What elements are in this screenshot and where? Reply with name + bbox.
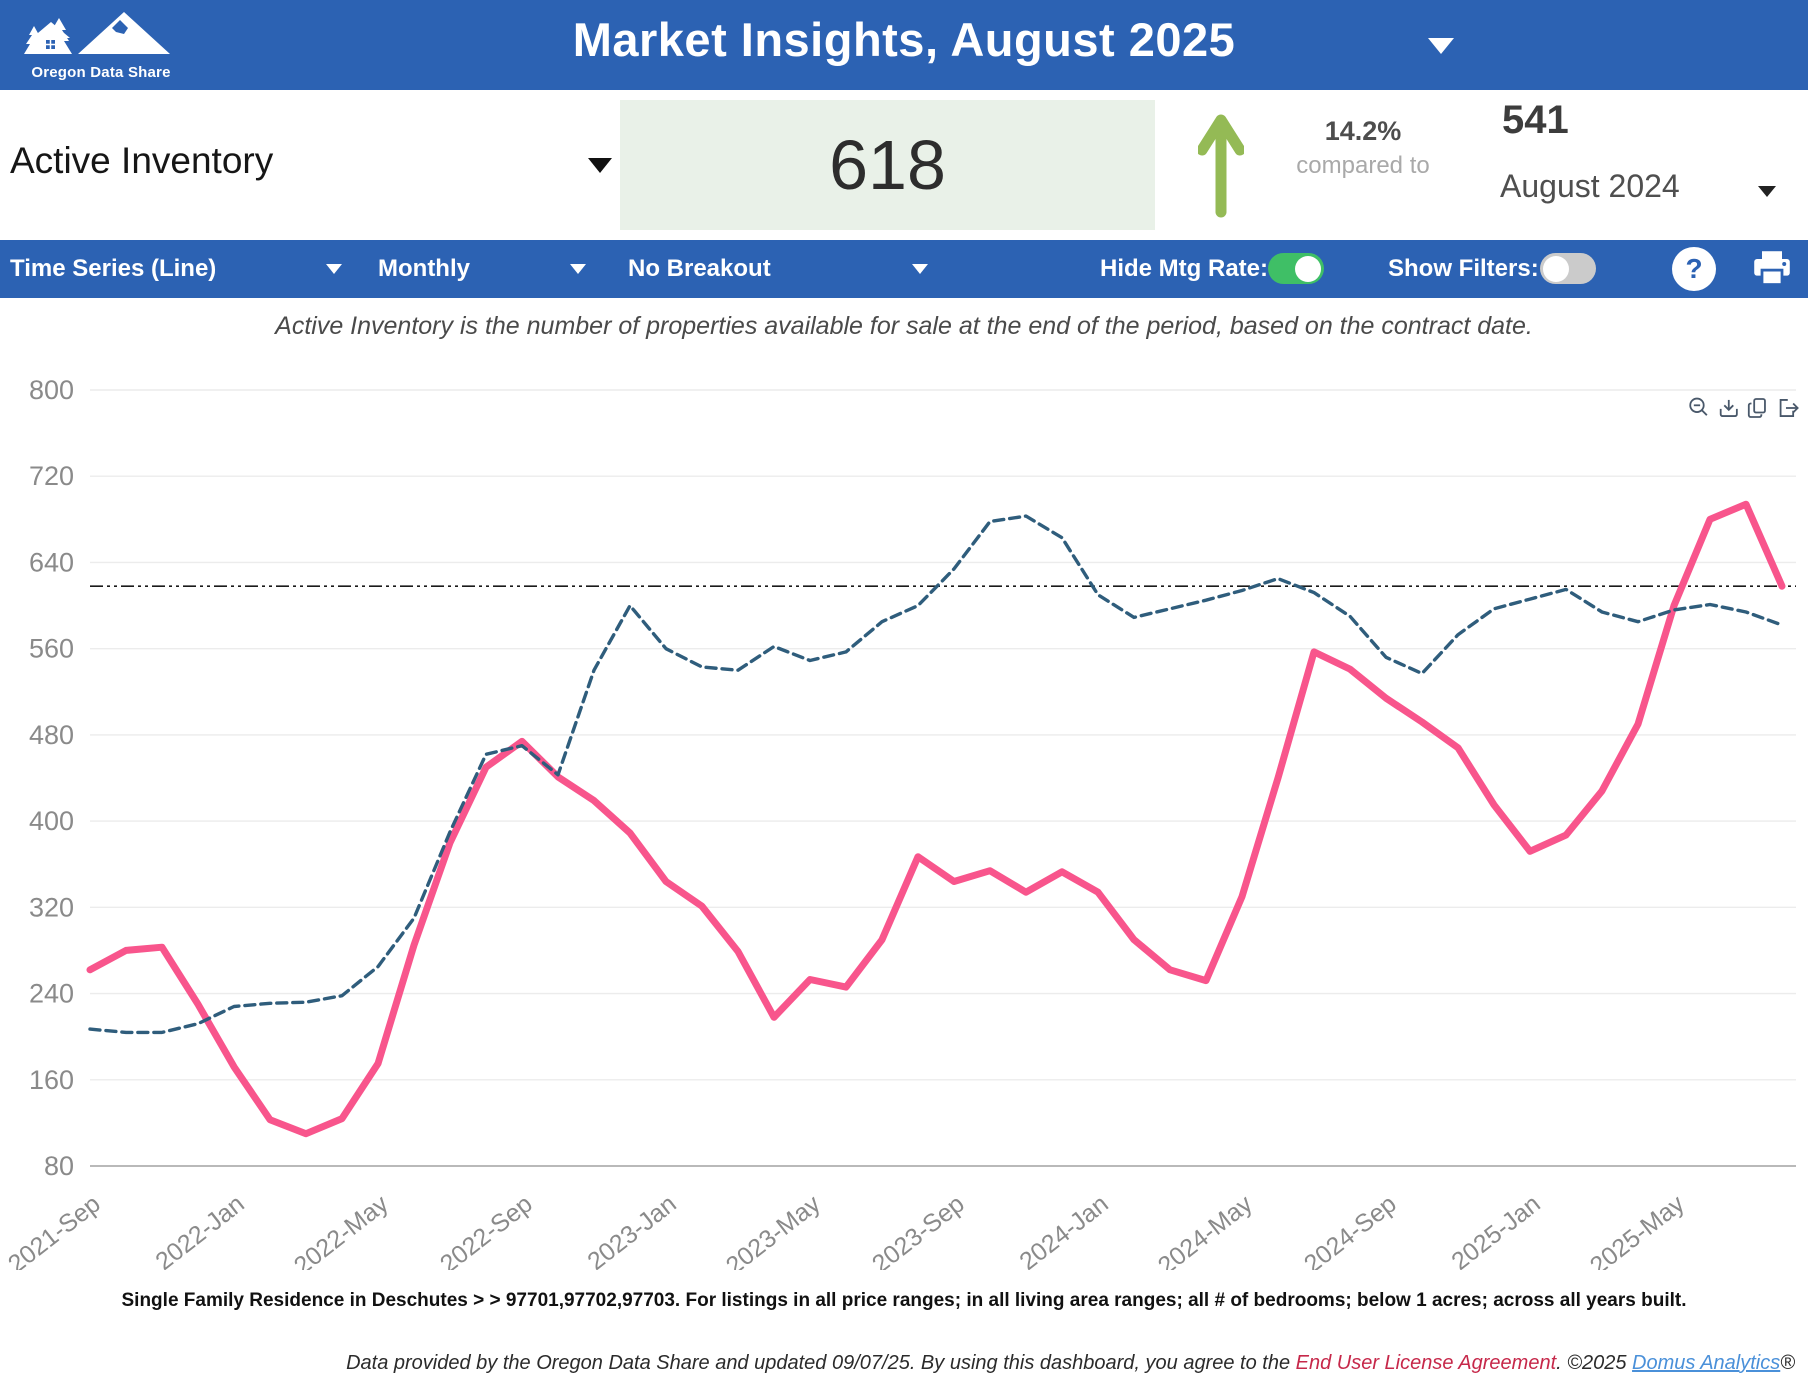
attribution-mid: . ©2025 <box>1556 1352 1633 1374</box>
metric-dropdown-caret-icon <box>588 158 612 173</box>
kpi-value-box: 618 <box>620 100 1155 230</box>
attribution-text: Data provided by the Oregon Data Share a… <box>346 1352 1296 1374</box>
kpi-row: Active Inventory 618 14.2% compared to 5… <box>0 90 1808 240</box>
metric-dropdown[interactable]: Active Inventory <box>10 118 612 210</box>
y-axis-tick-label: 240 <box>29 979 74 1009</box>
breakout-dropdown[interactable]: No Breakout <box>628 255 771 282</box>
chart-description: Active Inventory is the number of proper… <box>275 312 1533 340</box>
y-axis-tick-label: 480 <box>29 720 74 750</box>
download-icon[interactable] <box>1718 395 1740 421</box>
registered-mark: ® <box>1780 1352 1795 1374</box>
compare-dropdown-caret-icon <box>1758 186 1776 197</box>
up-arrow-icon <box>1198 114 1244 218</box>
frequency-dropdown[interactable]: Monthly <box>378 255 470 282</box>
x-axis-tick-label: 2022-Jan <box>150 1190 249 1270</box>
hide-mtg-rate-toggle[interactable] <box>1268 253 1324 284</box>
x-axis-tick-label: 2025-May <box>1585 1189 1690 1270</box>
x-axis-tick-label: 2024-Sep <box>1299 1190 1402 1270</box>
compare-period-label: August 2024 <box>1500 168 1680 204</box>
x-axis-tick-label: 2024-Jan <box>1014 1190 1113 1270</box>
chart-type-caret-icon[interactable] <box>326 264 342 274</box>
y-axis-tick-label: 160 <box>29 1065 74 1095</box>
header-bar: Oregon Data Share Market Insights, Augus… <box>0 0 1808 90</box>
logo-text: Oregon Data Share <box>31 64 171 81</box>
series-active-inventory <box>86 500 1786 1138</box>
help-button[interactable]: ? <box>1672 247 1716 291</box>
chart-icon-bar <box>1688 395 1800 423</box>
print-button-icon[interactable] <box>1752 250 1792 288</box>
y-axis-tick-label: 640 <box>29 547 74 577</box>
compare-period-dropdown[interactable]: 541 August 2024 <box>1490 90 1800 240</box>
y-axis-tick-label: 720 <box>29 461 74 491</box>
compare-value: 541 <box>1502 98 1569 142</box>
x-axis-tick-label: 2022-Sep <box>435 1190 538 1270</box>
frequency-caret-icon[interactable] <box>570 264 586 274</box>
y-axis-tick-label: 80 <box>44 1151 74 1181</box>
toggle-knob <box>1543 255 1569 282</box>
x-axis-tick-label: 2023-Jan <box>582 1190 681 1270</box>
chart-toolbar: Time Series (Line) Monthly No Breakout H… <box>0 240 1808 298</box>
filter-summary: Single Family Residence in Deschutes > >… <box>121 1290 1687 1311</box>
attribution-line: Data provided by the Oregon Data Share a… <box>0 1352 1795 1375</box>
x-axis-tick-label: 2023-Sep <box>867 1190 970 1270</box>
y-axis-tick-label: 800 <box>29 375 74 405</box>
export-icon[interactable] <box>1777 395 1800 421</box>
x-axis-tick-label: 2023-May <box>721 1189 826 1270</box>
kpi-change-percent: 14.2% <box>1324 116 1402 146</box>
show-filters-label: Show Filters: <box>1388 255 1539 282</box>
y-axis-tick-label: 400 <box>29 806 74 836</box>
logo-mountain-icon <box>24 12 170 54</box>
y-axis-tick-label: 320 <box>29 892 74 922</box>
x-axis-tick-label: 2025-Jan <box>1446 1190 1545 1270</box>
metric-label: Active Inventory <box>10 140 274 181</box>
y-axis-tick-label: 560 <box>29 634 74 664</box>
chart-area[interactable]: 80 160 240 320 400 480 560 640 720 800 2021-Sep 202… <box>0 355 1808 1270</box>
eula-link[interactable]: End User License Agreement <box>1295 1352 1557 1374</box>
kpi-compared-to-label: compared to <box>1296 152 1430 179</box>
breakout-caret-icon[interactable] <box>912 264 928 274</box>
x-axis-tick-label: 2024-May <box>1153 1189 1258 1270</box>
show-filters-toggle[interactable] <box>1540 253 1596 284</box>
domus-analytics-link[interactable]: Domus Analytics <box>1632 1352 1781 1374</box>
x-axis-tick-label: 2021-Sep <box>3 1190 106 1270</box>
kpi-value: 618 <box>829 126 946 204</box>
chart-type-dropdown[interactable]: Time Series (Line) <box>10 255 217 282</box>
x-axis-tick-label: 2022-May <box>289 1189 394 1270</box>
oregon-data-share-logo: Oregon Data Share <box>16 2 186 88</box>
copy-icon[interactable] <box>1747 395 1769 421</box>
zoom-reset-icon[interactable] <box>1688 395 1710 421</box>
time-series-chart: 80 160 240 320 400 480 560 640 720 800 2021-Sep 202… <box>3 375 1796 1270</box>
toggle-knob <box>1295 255 1321 282</box>
page-title: Market Insights, August 2025 <box>572 13 1236 66</box>
series-mtg-rate <box>88 514 1784 1035</box>
hide-mtg-rate-label: Hide Mtg Rate: <box>1100 255 1268 282</box>
title-dropdown-caret-icon[interactable] <box>1428 38 1454 54</box>
